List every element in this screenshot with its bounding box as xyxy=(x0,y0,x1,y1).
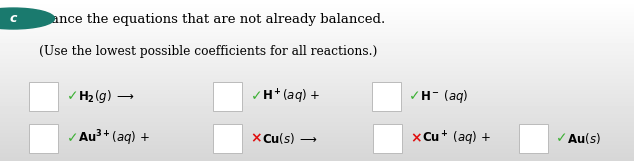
Text: c: c xyxy=(10,12,17,25)
FancyBboxPatch shape xyxy=(519,124,548,153)
FancyBboxPatch shape xyxy=(29,124,58,153)
Text: $\mathbf{Au^{3+}}\mathit{(aq)}$ +: $\mathbf{Au^{3+}}\mathit{(aq)}$ + xyxy=(78,129,150,148)
FancyBboxPatch shape xyxy=(29,82,58,111)
Text: ✓: ✓ xyxy=(409,90,420,104)
Circle shape xyxy=(0,8,55,29)
FancyBboxPatch shape xyxy=(373,124,402,153)
Text: $\mathbf{H_2}\mathit{(g)}\;\longrightarrow$: $\mathbf{H_2}\mathit{(g)}\;\longrightarr… xyxy=(78,88,134,105)
FancyBboxPatch shape xyxy=(213,124,242,153)
Text: ✓: ✓ xyxy=(556,132,567,145)
Text: ×: × xyxy=(250,132,262,145)
Text: $\mathbf{Cu}\mathit{(s)}\;\longrightarrow$: $\mathbf{Cu}\mathit{(s)}\;\longrightarro… xyxy=(262,131,318,146)
Text: $\mathbf{Au}\mathit{(s)}$: $\mathbf{Au}\mathit{(s)}$ xyxy=(567,131,601,146)
Text: $\mathbf{H^-}\;\mathit{(aq)}$: $\mathbf{H^-}\;\mathit{(aq)}$ xyxy=(420,88,469,105)
Text: ✓: ✓ xyxy=(250,90,262,104)
Text: ✓: ✓ xyxy=(67,90,78,104)
Text: ✓: ✓ xyxy=(67,132,78,145)
Text: ×: × xyxy=(410,132,422,145)
Text: Balance the equations that are not already balanced.: Balance the equations that are not alrea… xyxy=(29,13,385,26)
Text: $\mathbf{H^+}\mathit{(aq)}$ +: $\mathbf{H^+}\mathit{(aq)}$ + xyxy=(262,87,320,106)
Text: (Use the lowest possible coefficients for all reactions.): (Use the lowest possible coefficients fo… xyxy=(39,45,378,58)
Text: $\mathbf{Cu^+}\;\mathit{(aq)}$ +: $\mathbf{Cu^+}\;\mathit{(aq)}$ + xyxy=(422,129,491,148)
FancyBboxPatch shape xyxy=(213,82,242,111)
FancyBboxPatch shape xyxy=(372,82,401,111)
